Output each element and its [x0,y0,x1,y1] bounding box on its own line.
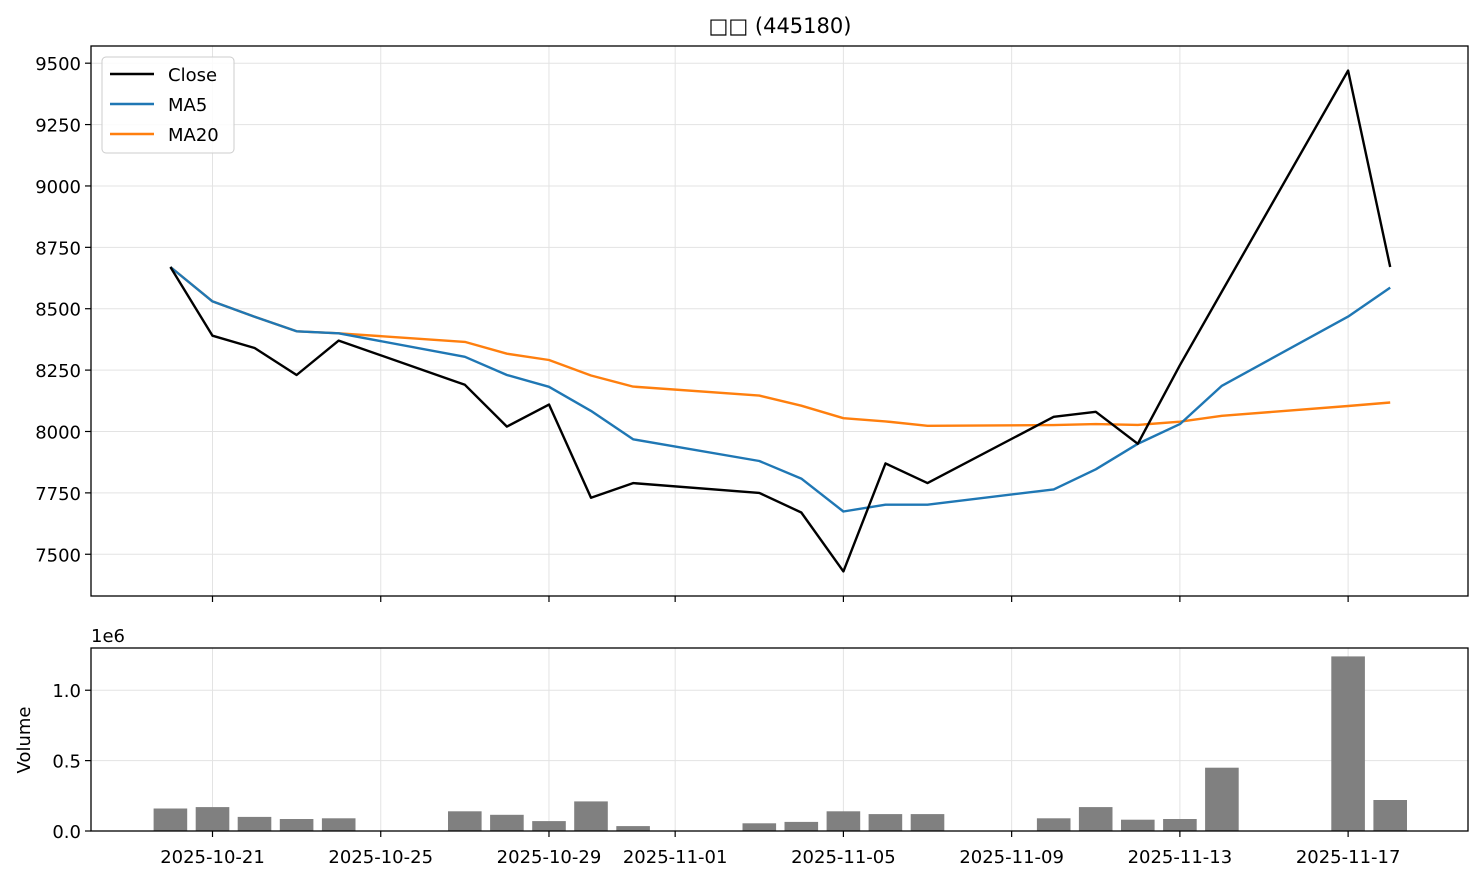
volume-bar [1036,818,1071,831]
price-x-axis [211,596,1349,602]
price-grid [91,46,1468,596]
volume-bar [574,801,608,831]
volume-bar [532,821,566,831]
volume-x-axis: 2025-10-21 2025-10-25 2025-10-29 2025-11-01… [160,831,1400,868]
x-tick-label: 2025-11-05 [791,847,896,868]
price-y-tick-label: 9000 [35,177,81,198]
volume-plot-frame [90,647,1469,832]
volume-bar [321,818,356,831]
volume-bar [1121,819,1155,831]
series-line-ma5 [169,266,1391,513]
legend-label-close: Close [168,65,217,86]
volume-bar [1163,819,1197,831]
price-y-tick-label: 9250 [35,116,81,137]
volume-bar [1331,656,1365,831]
price-plot-frame [90,45,1469,597]
x-tick-label: 2025-10-29 [497,847,602,868]
volume-bar [616,826,650,831]
volume-bar [153,808,188,831]
price-y-tick-label: 9500 [35,54,81,75]
price-y-tick-label: 8250 [35,361,81,382]
volume-bar [784,821,819,831]
volume-bar [448,811,482,831]
volume-offset-label: 1e6 [91,626,125,647]
legend-label-ma20: MA20 [168,125,219,146]
price-y-tick-label: 7750 [35,484,81,505]
volume-bar [1078,807,1113,831]
volume-bar [1373,800,1407,831]
price-series-group [169,69,1392,573]
volume-y-tick-label: 0.5 [52,752,81,773]
volume-bar [195,807,230,831]
volume-bar [237,816,272,831]
price-y-tick-label: 8750 [35,238,81,259]
volume-grid [91,648,1468,832]
volume-bar [1205,767,1239,831]
volume-bar [910,814,945,831]
legend: Close MA5 MA20 [101,56,235,154]
x-tick-label: 2025-11-09 [959,847,1064,868]
price-y-tick-label: 8000 [35,422,81,443]
volume-y-tick-label: 0.0 [52,822,81,843]
x-tick-label: 2025-11-17 [1296,847,1401,868]
volume-y-axis: 0.0 0.5 1.0 [52,681,91,843]
volume-y-tick-label: 1.0 [52,681,81,702]
volume-bar [826,811,861,831]
legend-box [101,56,235,154]
volume-bars [153,656,1407,831]
volume-bar [279,819,314,831]
price-y-tick-label: 7500 [35,545,81,566]
volume-bar [742,823,777,831]
volume-bar [490,814,524,831]
x-tick-label: 2025-10-21 [160,847,265,868]
price-y-axis: 7500 7750 8000 8250 8500 8750 9000 9250 9500 [35,54,91,566]
legend-label-ma5: MA5 [168,95,207,116]
x-tick-label: 2025-11-01 [623,847,728,868]
volume-y-axis-label: Volume [14,707,35,774]
x-tick-label: 2025-10-25 [328,847,433,868]
x-tick-label: 2025-11-13 [1128,847,1233,868]
series-line-close [169,69,1392,573]
price-chart-title: □□ (445180) [709,14,852,38]
volume-bar [868,814,903,831]
price-y-tick-label: 8500 [35,300,81,321]
